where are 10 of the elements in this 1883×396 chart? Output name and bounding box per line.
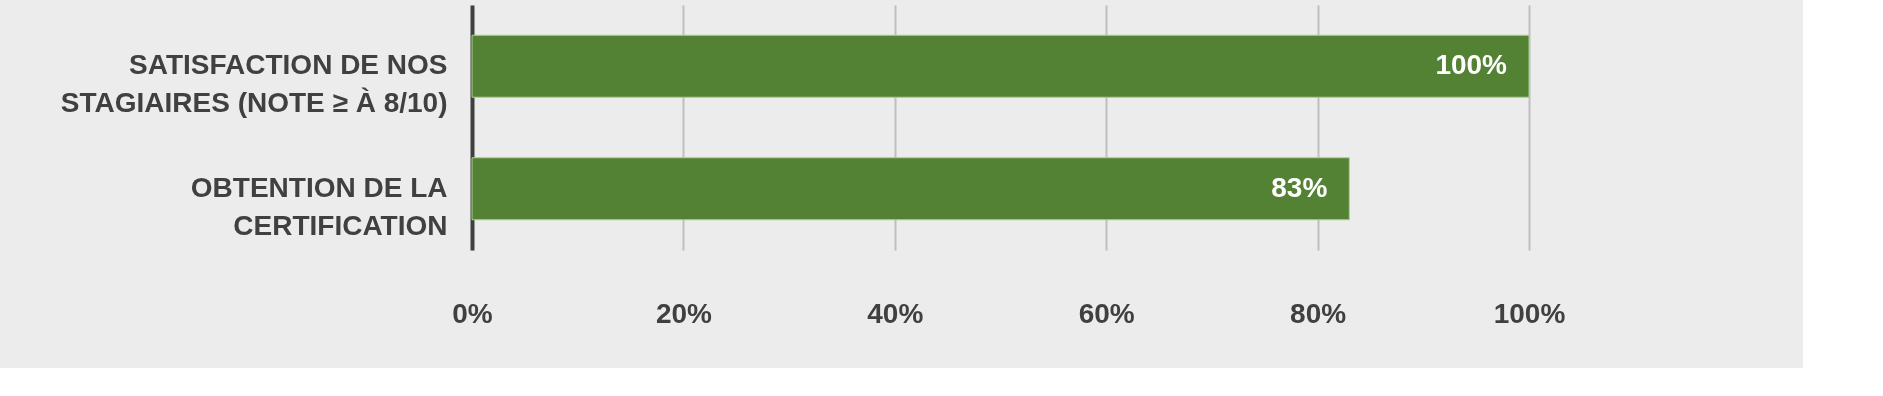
x-tick-label: 80% bbox=[1290, 297, 1347, 329]
y-tick-label: SATISFACTION DE NOS STAGIAIRES (NOTE ≥ À 8/10) bbox=[60, 49, 448, 119]
x-tick-label: 40% bbox=[867, 297, 924, 329]
x-tick-label: 0% bbox=[452, 297, 493, 329]
data-label: 100% bbox=[1435, 49, 1508, 81]
y-tick-label: OBTENTION DE LA CERTIFICATION bbox=[190, 171, 448, 241]
x-tick-label: 20% bbox=[655, 297, 713, 329]
data-label: 83% bbox=[1271, 171, 1328, 203]
x-tick-label: 100% bbox=[1493, 297, 1566, 329]
x-tick-label: 60% bbox=[1078, 297, 1135, 329]
